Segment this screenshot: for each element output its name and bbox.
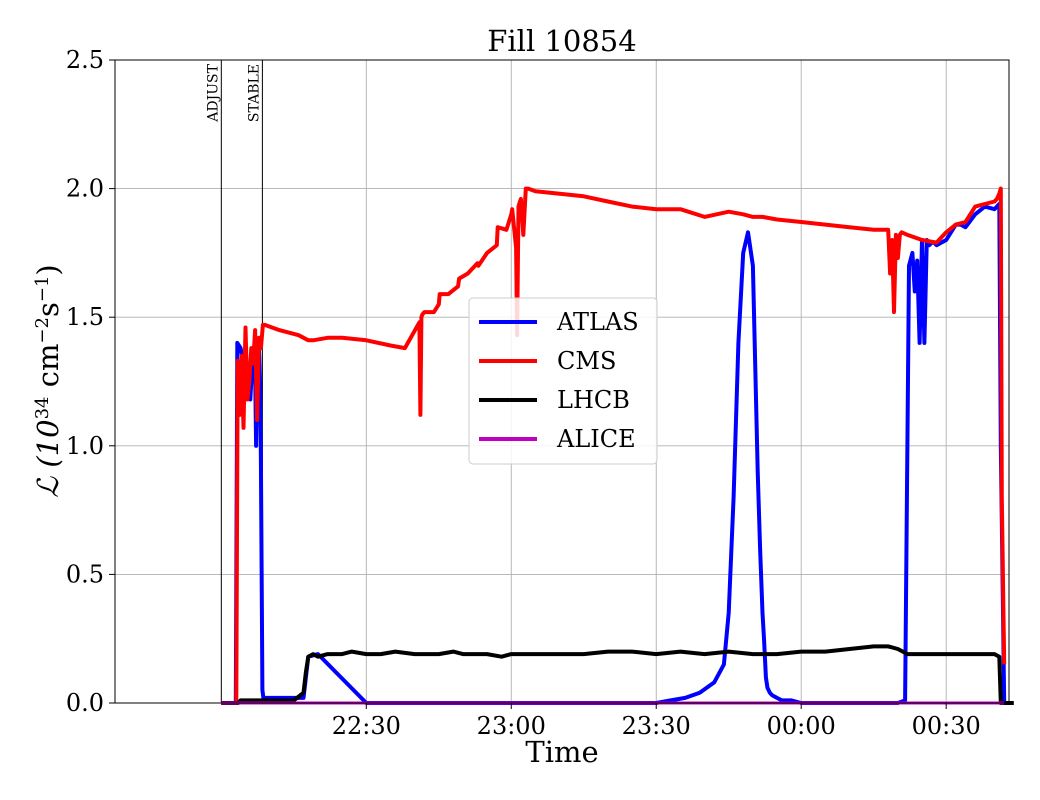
x-tick-label: 23:30 [622, 712, 691, 740]
y-tick-label: 0.0 [66, 689, 104, 717]
y-label-exponent-2: −2 [32, 317, 53, 344]
x-tick-label: 23:00 [477, 712, 546, 740]
x-tick-label: 00:30 [912, 712, 981, 740]
marker-label-adjust: ADJUST [205, 63, 221, 122]
y-tick-label: 2.5 [66, 46, 104, 74]
y-tick-label: 2.0 [66, 175, 104, 203]
legend-box [468, 297, 658, 465]
legend-label-atlas: ATLAS [556, 308, 639, 336]
y-axis-label: ℒ (1034 cm−2s−1) [31, 264, 65, 498]
legend-label-alice: ALICE [556, 425, 636, 453]
y-label-exponent: 34 [32, 397, 53, 420]
y-label-unit: cm [31, 344, 65, 397]
x-axis-ticks: 22:30 23:00 23:30 00:00 00:30 [332, 703, 981, 740]
y-label-symbol: ℒ (10 [31, 419, 65, 497]
chart-title: Fill 10854 [487, 24, 636, 58]
y-label-close: ) [31, 264, 65, 275]
series-line-lhcb [221, 644, 1014, 705]
marker-label-stable: STABLE [246, 64, 262, 122]
y-tick-label: 1.5 [66, 303, 104, 331]
legend: ATLAS CMS LHCB ALICE [468, 297, 658, 465]
phase-markers: ADJUST STABLE [205, 60, 263, 703]
y-axis-ticks: 0.0 0.5 1.0 1.5 2.0 2.5 [66, 46, 115, 717]
y-tick-label: 0.5 [66, 560, 104, 588]
legend-label-lhcb: LHCB [557, 386, 630, 414]
x-tick-label: 00:00 [767, 712, 836, 740]
y-tick-label: 1.0 [66, 432, 104, 460]
legend-label-cms: CMS [557, 347, 616, 375]
x-axis-label: Time [525, 735, 598, 769]
y-label-exponent-3: −1 [32, 276, 53, 303]
series-line-cms [221, 186, 1007, 705]
plot-frame [114, 59, 1010, 704]
y-label-unit-2: s [31, 302, 65, 317]
x-tick-label: 22:30 [332, 712, 401, 740]
